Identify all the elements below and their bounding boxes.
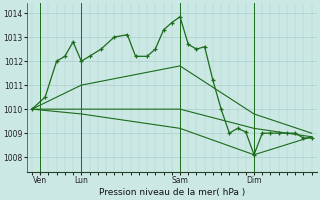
X-axis label: Pression niveau de la mer( hPa ): Pression niveau de la mer( hPa ) — [99, 188, 245, 197]
